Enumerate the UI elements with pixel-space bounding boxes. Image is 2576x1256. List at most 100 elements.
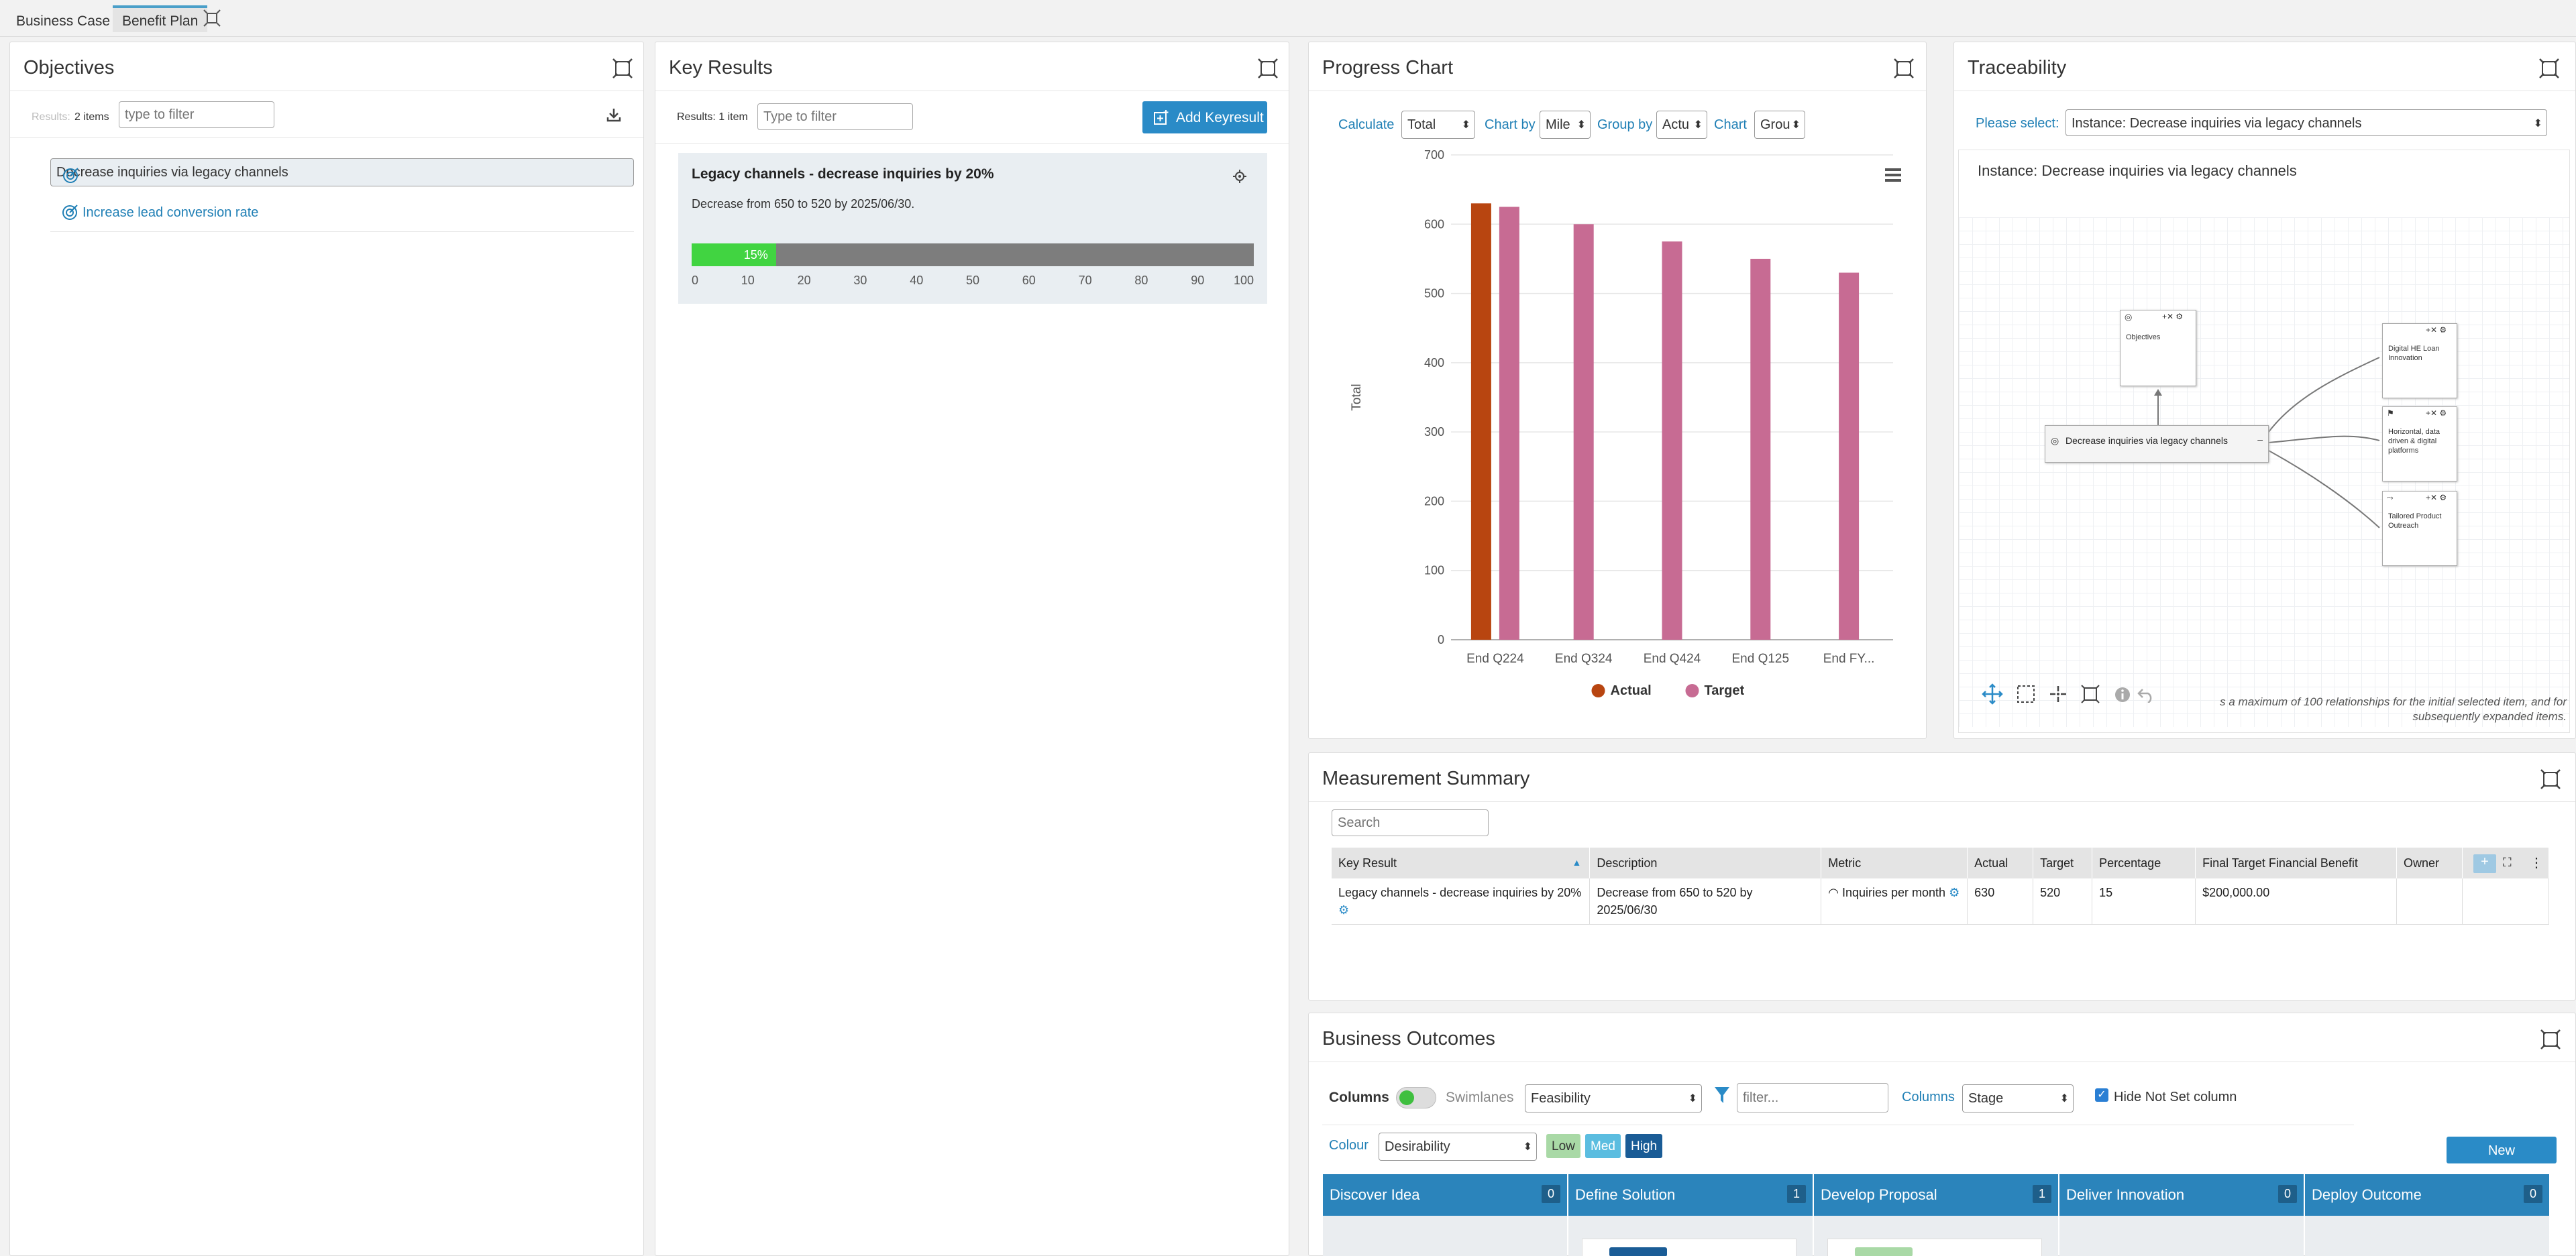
select-area-icon[interactable] (2017, 685, 2035, 703)
calculate-select[interactable]: Total ⬍ (1401, 111, 1475, 139)
stage-column-header: Deploy Outcome 0 (2305, 1174, 2549, 1216)
column-header[interactable]: Actual (1967, 848, 2034, 878)
low-chip[interactable]: Low (1546, 1134, 1580, 1158)
measurement-search-input[interactable] (1332, 809, 1489, 836)
progress-bar: 15% (692, 243, 1254, 266)
column-header[interactable]: Metric (1821, 848, 1968, 878)
colour-select[interactable]: Desirability ⬍ (1379, 1133, 1537, 1161)
column-header[interactable]: Final Target Financial Benefit (2195, 848, 2398, 878)
hide-not-set-checkbox[interactable]: ✓ (2095, 1088, 2108, 1102)
center-node[interactable]: ◎ Decrease inquiries via legacy channels… (2045, 425, 2269, 463)
outcome-card-tag (1855, 1247, 1913, 1256)
outcome-card[interactable] (1582, 1239, 1796, 1256)
node-actions-icon[interactable]: +✕ ⚙ (2426, 493, 2447, 502)
target-cell: 520 (2033, 878, 2093, 925)
flag-icon: ⚑ (2387, 408, 2394, 418)
settings-icon[interactable] (1232, 169, 1247, 184)
outcome-card[interactable] (1827, 1239, 2042, 1256)
column-header[interactable]: Owner (2396, 848, 2463, 878)
chart-select[interactable]: Grou ⬍ (1754, 111, 1805, 139)
swimlanes-select[interactable]: Feasibility ⬍ (1525, 1084, 1702, 1112)
related-node[interactable]: ⤳ +✕ ⚙ Tailored Product Outreach (2382, 491, 2457, 566)
cell-text: Legacy channels - decrease inquiries by … (1338, 886, 1582, 899)
outcomes-filter-input[interactable] (1737, 1083, 1888, 1112)
group-by-select[interactable]: Actu ⬍ (1656, 111, 1707, 139)
expand-icon[interactable] (2540, 769, 2561, 789)
diagram-grid (1959, 217, 2569, 727)
fullscreen-icon[interactable] (203, 9, 221, 27)
undo-icon[interactable] (2137, 687, 2155, 703)
bar-actual (1470, 203, 1491, 640)
instance-select[interactable]: Instance: Decrease inquiries via legacy … (2065, 109, 2547, 136)
expand-icon[interactable] (612, 58, 633, 78)
node-label: Digital HE Loan Innovation (2388, 345, 2440, 362)
settings-icon[interactable]: ⚙ (1338, 903, 1350, 917)
stage-name: Discover Idea (1330, 1186, 1420, 1203)
download-icon[interactable] (606, 107, 622, 123)
chart-menu-icon[interactable] (1885, 168, 1901, 182)
expand-icon[interactable] (2539, 58, 2559, 78)
objective-label[interactable]: Increase lead conversion rate (83, 205, 259, 220)
legend-label: Target (1705, 683, 1745, 698)
add-row-button[interactable]: + (2473, 854, 2496, 873)
node-actions-icon[interactable]: +✕ ⚙ (2426, 408, 2447, 418)
node-actions-icon[interactable]: +✕ ⚙ (2162, 312, 2184, 321)
fit-screen-icon[interactable] (2081, 685, 2100, 703)
related-node[interactable]: ⚑ +✕ ⚙ Horizontal, data driven & digital… (2382, 406, 2457, 481)
chart-by-select[interactable]: Mile ⬍ (1540, 111, 1591, 139)
group-by-value: Actu (1662, 117, 1690, 132)
arrange-icon[interactable] (2049, 685, 2068, 703)
related-node[interactable]: +✕ ⚙ Digital HE Loan Innovation (2382, 323, 2457, 398)
pan-icon[interactable] (1982, 683, 2003, 705)
key-result-title[interactable]: Legacy channels - decrease inquiries by … (692, 166, 994, 182)
objective-item[interactable]: Decrease inquiries via legacy channels (50, 158, 634, 186)
add-keyresult-button[interactable]: Add Keyresult (1142, 101, 1267, 133)
x-tick-label: End Q324 (1555, 652, 1613, 666)
add-keyresult-label: Add Keyresult (1176, 110, 1264, 125)
column-header[interactable]: Description (1589, 848, 1822, 878)
calculate-value: Total (1407, 117, 1436, 132)
filter-icon[interactable] (1714, 1086, 1730, 1104)
node-actions-icon[interactable]: +✕ ⚙ (2426, 325, 2447, 335)
progress-chart-title: Progress Chart (1322, 57, 1454, 78)
column-header[interactable]: Target (2033, 848, 2093, 878)
objective-item[interactable]: Increase lead conversion rate (50, 196, 634, 232)
y-tick-label: 0 (1438, 633, 1444, 646)
column-header[interactable]: Percentage (2092, 848, 2196, 878)
progress-bar-chart: 0 100 200 300 400 500 600 700 Total End Q224 End Q… (1350, 148, 1901, 698)
traceability-canvas[interactable]: Instance: Decrease inquiries via legacy … (1958, 150, 2570, 733)
tab-benefit-plan[interactable]: Benefit Plan (113, 5, 208, 32)
med-chip[interactable]: Med (1585, 1134, 1621, 1158)
column-header[interactable]: Key Result ▲ (1332, 848, 1591, 878)
traceability-title: Traceability (1968, 57, 2067, 78)
objectives-node[interactable]: ◎ +✕ ⚙ Objectives (2120, 310, 2196, 386)
x-tick-label: End Q424 (1644, 652, 1701, 666)
key-result-card[interactable]: Legacy channels - decrease inquiries by … (678, 153, 1267, 304)
progress-tick-label: 60 (1022, 274, 1036, 287)
new-button[interactable]: New (2447, 1137, 2557, 1163)
table-row[interactable]: Legacy channels - decrease inquiries by … (1332, 878, 2549, 925)
settings-icon[interactable]: ⚙ (1949, 886, 1960, 899)
columns-label: Columns (1329, 1090, 1389, 1105)
more-options-icon[interactable]: ⋮ (2530, 856, 2543, 870)
collapse-icon[interactable]: – (2257, 434, 2263, 445)
high-chip[interactable]: High (1625, 1134, 1663, 1158)
expand-icon[interactable] (1894, 58, 1914, 78)
description-cell: Decrease from 650 to 520 by 2025/06/30 (1589, 878, 1822, 925)
expand-icon[interactable] (1258, 58, 1278, 78)
objectives-filter-input[interactable] (119, 101, 274, 128)
objectives-panel: Objectives Results: 2 items Decrease inq… (9, 42, 644, 1256)
columns-select[interactable]: Stage ⬍ (1962, 1084, 2074, 1112)
objective-label[interactable]: Decrease inquiries via legacy channels (56, 165, 288, 180)
key-result-description: Decrease from 650 to 520 by 2025/06/30. (692, 197, 915, 211)
key-results-filter-input[interactable] (757, 103, 913, 130)
tab-business-case[interactable]: Business Case (16, 13, 111, 29)
progress-chart-panel: Progress Chart Calculate Total ⬍ Chart by… (1308, 42, 1927, 739)
swimlanes-toggle[interactable] (1396, 1087, 1436, 1108)
expand-icon[interactable]: ⛶ (2503, 856, 2512, 869)
info-icon[interactable] (2114, 687, 2131, 703)
sort-asc-icon[interactable]: ▲ (1572, 857, 1582, 868)
progress-tick-label: 90 (1191, 274, 1205, 287)
expand-icon[interactable] (2540, 1029, 2561, 1049)
stage-column-body (1323, 1216, 1567, 1256)
